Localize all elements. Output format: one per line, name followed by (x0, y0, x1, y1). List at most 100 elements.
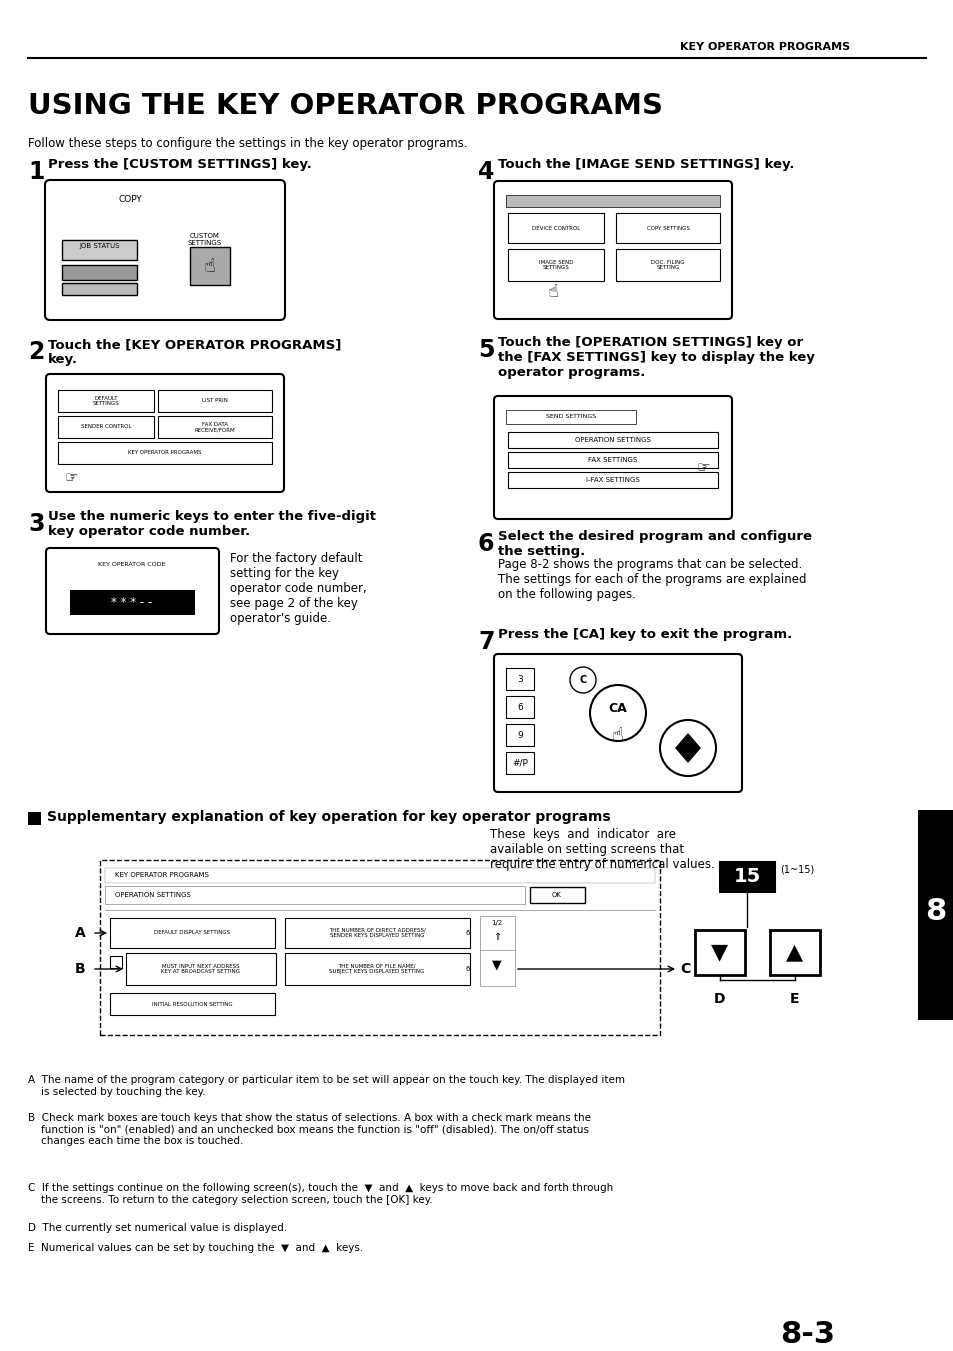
Text: 9: 9 (517, 731, 522, 739)
Bar (507, 471, 718, 488)
Text: 4: 4 (477, 159, 494, 184)
Text: Follow these steps to configure the settings in the key operator programs.: Follow these steps to configure the sett… (28, 136, 467, 150)
Text: 7: 7 (477, 630, 494, 654)
Bar (507, 249, 603, 281)
Bar (58, 416, 153, 438)
FancyBboxPatch shape (494, 654, 741, 792)
Bar (105, 886, 524, 904)
Bar (110, 957, 122, 969)
Text: FAX DATA
RECEIVE/FORM: FAX DATA RECEIVE/FORM (194, 422, 235, 432)
Bar (505, 753, 534, 774)
Bar (110, 993, 274, 1015)
Text: ☝: ☝ (204, 257, 215, 276)
Bar (616, 249, 720, 281)
Text: KEY OPERATOR CODE: KEY OPERATOR CODE (98, 562, 166, 567)
Text: These  keys  and  indicator  are
available on setting screens that
require the e: These keys and indicator are available o… (490, 828, 714, 871)
Text: OPERATION SETTINGS: OPERATION SETTINGS (575, 436, 650, 443)
Bar (505, 409, 636, 424)
Text: E: E (789, 992, 799, 1006)
Text: OK: OK (552, 892, 561, 898)
Text: DEFAULT DISPLAY SETTINGS: DEFAULT DISPLAY SETTINGS (153, 931, 230, 935)
Text: Page 8-2 shows the programs that can be selected.
The settings for each of the p: Page 8-2 shows the programs that can be … (497, 558, 805, 601)
Text: ☞: ☞ (696, 459, 709, 476)
Text: CUSTOM
SETTINGS: CUSTOM SETTINGS (188, 232, 222, 246)
FancyBboxPatch shape (100, 861, 659, 1035)
Text: 8-3: 8-3 (780, 1320, 834, 1350)
Text: 1/2: 1/2 (491, 920, 502, 925)
Text: Touch the [KEY OPERATOR PROGRAMS]
key.: Touch the [KEY OPERATOR PROGRAMS] key. (48, 338, 341, 366)
Bar (507, 432, 718, 449)
Text: 5: 5 (477, 338, 494, 362)
Text: COPY: COPY (118, 195, 142, 204)
Text: Supplementary explanation of key operation for key operator programs: Supplementary explanation of key operati… (47, 811, 610, 824)
Text: #/P: #/P (512, 758, 527, 767)
Text: C  If the settings continue on the following screen(s), touch the  ▼  and  ▲  ke: C If the settings continue on the follow… (28, 1183, 613, 1205)
Text: Touch the [OPERATION SETTINGS] key or
the [FAX SETTINGS] key to display the key
: Touch the [OPERATION SETTINGS] key or th… (497, 336, 814, 380)
Bar (126, 952, 275, 985)
Bar (110, 917, 274, 948)
Text: 3: 3 (28, 512, 45, 536)
Circle shape (659, 720, 716, 775)
FancyBboxPatch shape (494, 396, 731, 519)
Bar (917, 811, 953, 1020)
Text: IMAGE SEND
SETTINGS: IMAGE SEND SETTINGS (538, 259, 573, 270)
Text: ▲: ▲ (785, 942, 802, 962)
Text: KEY OPERATOR PROGRAMS: KEY OPERATOR PROGRAMS (115, 871, 209, 878)
Text: A  The name of the program category or particular item to be set will appear on : A The name of the program category or pa… (28, 1075, 624, 1097)
Text: Use the numeric keys to enter the five-digit
key operator code number.: Use the numeric keys to enter the five-d… (48, 509, 375, 538)
Text: * * * - -: * * * - - (112, 596, 152, 608)
Text: Touch the [IMAGE SEND SETTINGS] key.: Touch the [IMAGE SEND SETTINGS] key. (497, 158, 794, 172)
Text: 6: 6 (465, 966, 470, 971)
Bar (70, 590, 194, 615)
Bar (58, 442, 272, 463)
Bar (769, 929, 820, 975)
Bar (285, 952, 470, 985)
Text: B  Check mark boxes are touch keys that show the status of selections. A box wit: B Check mark boxes are touch keys that s… (28, 1113, 590, 1146)
Text: E  Numerical values can be set by touching the  ▼  and  ▲  keys.: E Numerical values can be set by touchin… (28, 1243, 363, 1252)
Bar (616, 213, 720, 243)
Text: KEY OPERATOR PROGRAMS: KEY OPERATOR PROGRAMS (679, 42, 849, 51)
Text: B: B (74, 962, 85, 975)
Bar (507, 453, 718, 467)
Bar (505, 696, 534, 717)
Bar (158, 416, 272, 438)
Bar (505, 724, 534, 746)
Text: THE NUMBER OF DIRECT ADDRESS/
SENDER KEYS DISPLAYED SETTING: THE NUMBER OF DIRECT ADDRESS/ SENDER KEY… (328, 928, 425, 939)
Text: (1~15): (1~15) (780, 865, 814, 875)
Text: ☞: ☞ (65, 470, 78, 485)
FancyBboxPatch shape (45, 180, 285, 320)
Circle shape (589, 685, 645, 740)
Bar (720, 862, 774, 892)
Text: JOB STATUS: JOB STATUS (80, 243, 120, 249)
Bar (507, 213, 603, 243)
Text: 6: 6 (517, 703, 522, 712)
Text: I-FAX SETTINGS: I-FAX SETTINGS (585, 477, 639, 484)
Text: 2: 2 (28, 340, 45, 363)
Text: 1: 1 (28, 159, 45, 184)
Text: 15: 15 (733, 867, 760, 886)
Bar (62, 282, 137, 295)
Bar (505, 195, 720, 207)
Text: MUST INPUT NEXT ADDRESS
KEY AT BROADCAST SETTING: MUST INPUT NEXT ADDRESS KEY AT BROADCAST… (161, 963, 240, 974)
Text: LIST PRIN: LIST PRIN (202, 399, 228, 404)
Bar (28, 812, 41, 825)
Text: For the factory default
setting for the key
operator code number,
see page 2 of : For the factory default setting for the … (230, 553, 366, 626)
Text: CA: CA (608, 701, 627, 715)
Text: THE NUMBER OF FILE NAME/
SUBJECT KEYS DISPLAYED SETTING: THE NUMBER OF FILE NAME/ SUBJECT KEYS DI… (329, 963, 424, 974)
Text: ⇑: ⇑ (493, 932, 500, 942)
Bar (530, 888, 584, 902)
Text: DEFAULT
SETTINGS: DEFAULT SETTINGS (92, 396, 119, 407)
Text: ☝: ☝ (547, 282, 558, 301)
Text: Press the [CUSTOM SETTINGS] key.: Press the [CUSTOM SETTINGS] key. (48, 158, 312, 172)
Text: D: D (714, 992, 725, 1006)
Text: C: C (578, 676, 586, 685)
Text: KEY OPERATOR PROGRAMS: KEY OPERATOR PROGRAMS (128, 450, 201, 455)
Text: ▼: ▼ (492, 958, 501, 971)
Text: Select the desired program and configure
the setting.: Select the desired program and configure… (497, 530, 811, 558)
Text: DOC. FILING
SETTING: DOC. FILING SETTING (651, 259, 684, 270)
Polygon shape (676, 734, 700, 762)
Text: ☝: ☝ (612, 725, 623, 744)
Text: DEVICE CONTROL: DEVICE CONTROL (532, 226, 579, 231)
Bar (505, 667, 534, 690)
Bar (479, 916, 515, 986)
